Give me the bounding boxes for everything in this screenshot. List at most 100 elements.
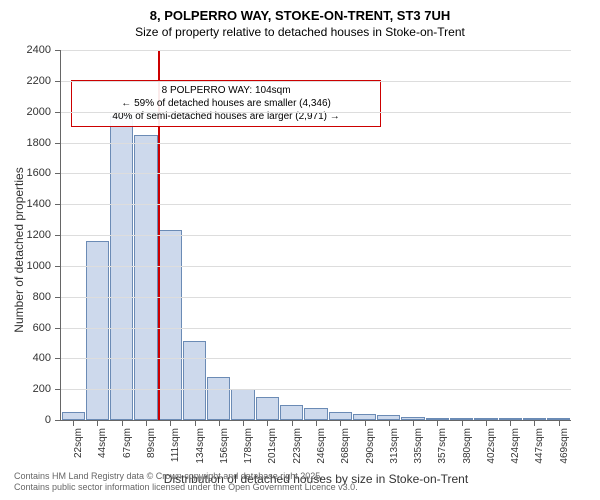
x-tick-label: 223sqm: [292, 428, 303, 464]
x-tick-slot: 447sqm: [522, 420, 546, 426]
gridline: [61, 81, 571, 82]
bar: [86, 241, 109, 420]
gridline: [61, 328, 571, 329]
x-tick: [146, 420, 147, 426]
bar: [110, 116, 133, 420]
footer-credits: Contains HM Land Registry data © Crown c…: [14, 471, 358, 494]
bar: [159, 230, 182, 420]
chart-subtitle: Size of property relative to detached ho…: [0, 23, 600, 39]
x-tick-label: 469sqm: [559, 428, 570, 464]
y-tick-label: 1400: [27, 198, 61, 210]
y-tick-label: 2000: [27, 106, 61, 118]
y-tick-label: 400: [33, 352, 61, 364]
bar: [256, 397, 279, 420]
y-tick-label: 600: [33, 322, 61, 334]
x-tick-slot: 268sqm: [328, 420, 352, 426]
x-tick-slot: 469sqm: [547, 420, 571, 426]
gridline: [61, 389, 571, 390]
x-tick-label: 22sqm: [73, 428, 84, 458]
footer-line1: Contains HM Land Registry data © Crown c…: [14, 471, 358, 483]
chart-container: 8, POLPERRO WAY, STOKE-ON-TRENT, ST3 7UH…: [0, 0, 600, 500]
x-tick-slot: 89sqm: [134, 420, 158, 426]
x-tick: [462, 420, 463, 426]
gridline: [61, 235, 571, 236]
x-tick: [316, 420, 317, 426]
x-tick: [170, 420, 171, 426]
x-tick-label: 156sqm: [219, 428, 230, 464]
y-tick-label: 2400: [27, 44, 61, 56]
x-tick: [413, 420, 414, 426]
x-tick-slot: 335sqm: [401, 420, 425, 426]
bar: [207, 377, 230, 420]
gridline: [61, 143, 571, 144]
chart-title: 8, POLPERRO WAY, STOKE-ON-TRENT, ST3 7UH: [0, 0, 600, 23]
x-tick-label: 134sqm: [195, 428, 206, 464]
bar: [329, 412, 352, 420]
x-tick-slot: 223sqm: [280, 420, 304, 426]
x-tick-slot: 111sqm: [158, 420, 182, 426]
annotation-box: 8 POLPERRO WAY: 104sqm ← 59% of detached…: [71, 80, 381, 127]
x-tick-label: 201sqm: [267, 428, 278, 464]
bar: [62, 412, 85, 420]
x-tick-slot: 380sqm: [450, 420, 474, 426]
x-tick-label: 380sqm: [462, 428, 473, 464]
gridline: [61, 112, 571, 113]
x-tick-label: 357sqm: [437, 428, 448, 464]
bar: [280, 405, 303, 420]
x-tick-slot: 44sqm: [85, 420, 109, 426]
y-tick-label: 1800: [27, 137, 61, 149]
x-tick: [267, 420, 268, 426]
y-tick-label: 1000: [27, 260, 61, 272]
x-tick: [122, 420, 123, 426]
x-tick-slot: 178sqm: [231, 420, 255, 426]
y-tick-label: 1200: [27, 229, 61, 241]
x-tick: [437, 420, 438, 426]
annotation-line2: ← 59% of detached houses are smaller (4,…: [78, 97, 374, 110]
x-tick: [486, 420, 487, 426]
bar: [231, 389, 254, 420]
x-tick-label: 246sqm: [316, 428, 327, 464]
y-tick-label: 0: [45, 414, 61, 426]
x-tick-label: 447sqm: [534, 428, 545, 464]
x-tick: [73, 420, 74, 426]
bar: [304, 408, 327, 420]
y-tick-label: 200: [33, 383, 61, 395]
x-tick: [559, 420, 560, 426]
x-tick-label: 67sqm: [122, 428, 133, 458]
gridline: [61, 173, 571, 174]
x-tick-label: 268sqm: [340, 428, 351, 464]
x-tick: [292, 420, 293, 426]
x-tick-label: 290sqm: [365, 428, 376, 464]
x-tick: [365, 420, 366, 426]
x-tick-slot: 313sqm: [377, 420, 401, 426]
gridline: [61, 266, 571, 267]
y-tick-label: 1600: [27, 167, 61, 179]
annotation-line1: 8 POLPERRO WAY: 104sqm: [78, 84, 374, 97]
x-tick-label: 111sqm: [170, 428, 181, 462]
y-axis-title: Number of detached properties: [12, 167, 26, 332]
x-tick-label: 313sqm: [389, 428, 400, 464]
x-tick-slot: 67sqm: [110, 420, 134, 426]
x-tick: [510, 420, 511, 426]
x-tick: [389, 420, 390, 426]
x-tick-slot: 156sqm: [207, 420, 231, 426]
x-tick-slot: 357sqm: [425, 420, 449, 426]
x-tick-slot: 134sqm: [182, 420, 206, 426]
y-tick-label: 2200: [27, 75, 61, 87]
x-tick-label: 178sqm: [243, 428, 254, 464]
x-tick: [534, 420, 535, 426]
x-tick-label: 424sqm: [510, 428, 521, 464]
gridline: [61, 50, 571, 51]
x-tick-slot: 290sqm: [352, 420, 376, 426]
x-tick-label: 335sqm: [413, 428, 424, 464]
gridline: [61, 297, 571, 298]
gridline: [61, 358, 571, 359]
x-tick-slot: 246sqm: [304, 420, 328, 426]
x-tick-label: 44sqm: [97, 428, 108, 458]
x-tick-label: 402sqm: [486, 428, 497, 464]
bar: [183, 341, 206, 420]
plot-area: 8 POLPERRO WAY: 104sqm ← 59% of detached…: [60, 50, 571, 421]
x-tick-label: 89sqm: [146, 428, 157, 458]
y-tick-label: 800: [33, 291, 61, 303]
footer-line2: Contains public sector information licen…: [14, 482, 358, 494]
